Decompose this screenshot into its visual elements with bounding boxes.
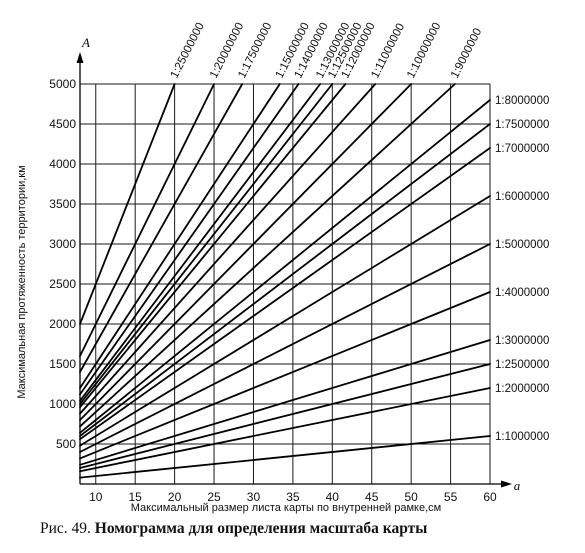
x-axis-letter: a <box>514 478 521 493</box>
x-tick-label: 60 <box>483 490 497 504</box>
scale-line-label: 1:7500000 <box>495 119 549 131</box>
scale-line <box>79 83 377 415</box>
scale-line-label: 1:3000000 <box>495 335 549 347</box>
scale-line <box>79 83 281 389</box>
scale-line <box>79 363 491 469</box>
scale-line-label: 1:25000000 <box>169 21 207 81</box>
scale-line <box>79 83 456 428</box>
x-tick-label: 55 <box>444 490 458 504</box>
scale-lines <box>79 83 491 479</box>
scale-line-label: 1:7000000 <box>495 143 549 155</box>
y-tick-label: 4000 <box>49 157 76 171</box>
figure-title: Номограмма для определения масштаба карт… <box>94 520 428 537</box>
scale-line-label: 1:4000000 <box>495 287 549 299</box>
scale-line <box>79 83 347 409</box>
x-axis-arrow <box>501 480 512 488</box>
scale-line <box>79 83 300 396</box>
y-tick-label: 1000 <box>49 397 76 411</box>
x-tick-label: 10 <box>89 490 103 504</box>
scale-line <box>79 83 413 421</box>
scale-line <box>79 123 491 437</box>
scale-line-label: 1:9000000 <box>449 26 484 80</box>
scale-line-label: 1:2500000 <box>495 359 549 371</box>
y-tick-label: 500 <box>56 437 76 451</box>
scale-line <box>79 83 176 325</box>
scale-line-label: 1:1000000 <box>495 431 549 443</box>
y-tick-label: 4500 <box>49 117 76 131</box>
x-axis-title: Максимальный размер листа карты по внутр… <box>131 502 441 514</box>
labels: Максимальная протяженность территории,км… <box>16 35 521 514</box>
scale-line-label: 1:5000000 <box>495 239 549 251</box>
scale-line <box>79 243 491 453</box>
y-tick-label: 1500 <box>49 357 76 371</box>
y-axis-arrow <box>76 52 84 63</box>
scale-line-label: 1:6000000 <box>495 191 549 203</box>
scale-line <box>79 83 244 373</box>
y-tick-label: 5000 <box>49 77 76 91</box>
y-axis-letter: A <box>81 35 90 50</box>
scale-line <box>79 83 215 357</box>
scale-line <box>79 83 334 405</box>
scale-line <box>79 195 491 447</box>
scale-line <box>79 99 491 434</box>
nomogram-chart: 10 15 20 25 30 35 40 45 50 55 60 500 1000 1500 2000 250… <box>16 21 549 514</box>
axes: 10 15 20 25 30 35 40 45 50 55 60 500 1000 1500 2000 250… <box>49 21 549 504</box>
x-tick-label: 25 <box>207 490 221 504</box>
figure-caption: Рис. 49. Номограмма для определения масш… <box>40 520 580 538</box>
scale-line <box>79 83 322 402</box>
scale-line <box>79 435 491 479</box>
x-tick-label: 30 <box>247 490 261 504</box>
scale-line-label: 1:2000000 <box>495 383 549 395</box>
x-tick-label: 40 <box>326 490 340 504</box>
y-tick-label: 2000 <box>49 317 76 331</box>
x-tick-label: 15 <box>129 490 143 504</box>
x-tick-label: 35 <box>286 490 300 504</box>
x-tick-label: 45 <box>365 490 379 504</box>
scale-line-label: 1:8000000 <box>495 95 549 107</box>
x-tick-label: 20 <box>168 490 182 504</box>
y-axis-title: Максимальная протяженность территории,км <box>16 165 28 398</box>
scale-line <box>79 339 491 466</box>
x-tick-label: 50 <box>404 490 418 504</box>
scale-line <box>79 147 491 441</box>
y-tick-label: 3500 <box>49 197 76 211</box>
scale-line <box>79 387 491 473</box>
figure-number: Рис. 49. <box>40 520 91 537</box>
scale-line-label: 1:10000000 <box>405 21 443 81</box>
scale-line <box>79 291 491 460</box>
y-tick-label: 3000 <box>49 237 76 251</box>
y-tick-label: 2500 <box>49 277 76 291</box>
